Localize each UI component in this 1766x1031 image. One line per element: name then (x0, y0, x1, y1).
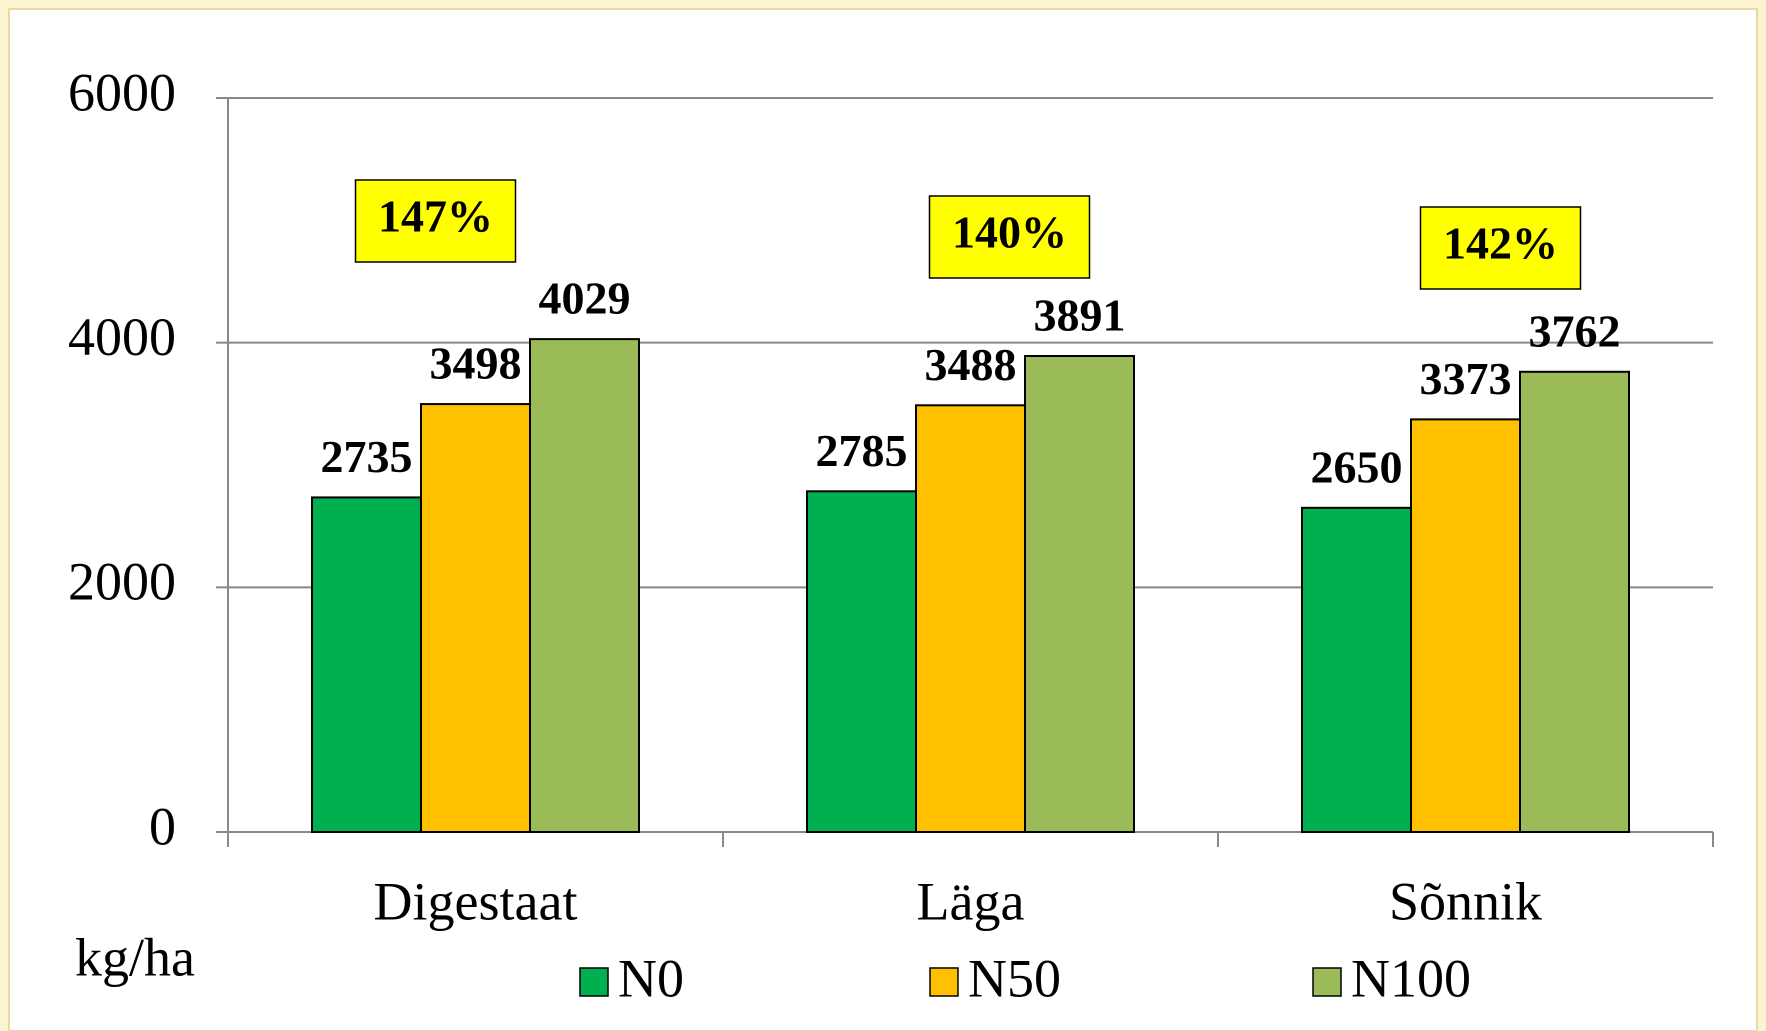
annotation-box (1419, 206, 1582, 290)
bar (1024, 355, 1135, 833)
legend-swatch (579, 967, 609, 997)
data-label: 4029 (539, 273, 631, 324)
x-tick-label: Sõnnik (1389, 871, 1542, 931)
legend-swatch (929, 967, 959, 997)
bar (529, 338, 640, 833)
annotation-box (354, 179, 517, 263)
annotation-box (928, 195, 1091, 279)
data-label: 3498 (430, 338, 522, 389)
legend-label: N50 (968, 948, 1061, 1008)
y-tick-label: 2000 (68, 552, 176, 612)
x-tick-label: Läga (917, 871, 1025, 931)
annotation: 147% (378, 191, 493, 242)
data-label: 3762 (1529, 305, 1621, 356)
bar (1410, 418, 1521, 833)
y-tick-label: 0 (149, 796, 176, 856)
bar (806, 490, 917, 833)
data-label: 3488 (925, 339, 1017, 390)
bar (915, 404, 1026, 833)
legend-swatch (1312, 967, 1342, 997)
y-tick-label: 6000 (68, 62, 176, 122)
data-label: 2785 (816, 425, 908, 476)
bar (311, 496, 422, 833)
data-label: 2650 (1311, 441, 1403, 492)
bar (1519, 370, 1630, 833)
data-label: 3373 (1420, 353, 1512, 404)
bar (420, 403, 531, 833)
legend-label: N100 (1351, 948, 1471, 1008)
y-tick-label: 4000 (68, 307, 176, 367)
bar (1301, 506, 1412, 833)
x-tick-label: Digestaat (374, 871, 578, 931)
data-label: 2735 (321, 431, 413, 482)
annotation: 140% (952, 207, 1067, 258)
data-label: 3891 (1034, 290, 1126, 341)
legend-label: N0 (618, 948, 684, 1008)
y-axis-label: kg/ha (75, 927, 195, 987)
annotation: 142% (1443, 218, 1558, 269)
